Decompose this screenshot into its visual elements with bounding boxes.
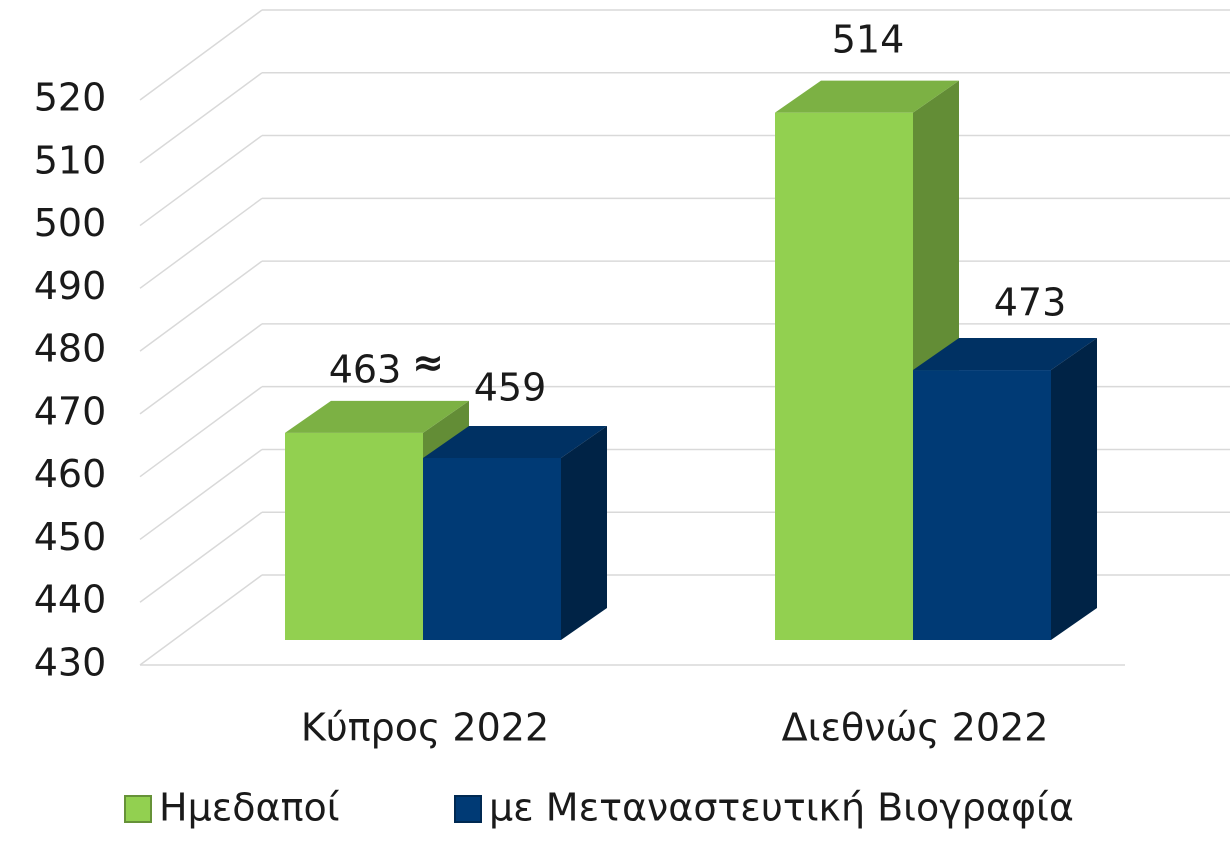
grid-line — [139, 134, 263, 227]
data-label: 459 — [474, 366, 547, 410]
grid-line — [139, 386, 263, 478]
bar — [913, 370, 1051, 640]
bar-top — [423, 425, 607, 458]
grid-line — [139, 260, 263, 352]
grid-line — [139, 72, 263, 164]
y-tick-label: 480 — [34, 327, 107, 371]
bar — [423, 457, 561, 640]
y-tick-label: 500 — [34, 201, 107, 245]
legend-label: Ημεδαποί — [159, 786, 340, 830]
grid-line — [139, 197, 263, 289]
y-tick-label: 440 — [34, 578, 107, 622]
bar-top — [775, 80, 959, 113]
y-tick-label: 430 — [34, 641, 107, 685]
bar-top — [285, 400, 469, 433]
data-label: 473 — [994, 281, 1067, 325]
legend-swatch — [124, 795, 152, 823]
y-tick-label: 460 — [34, 452, 107, 496]
grid-line — [139, 9, 263, 101]
annotation: ≈ — [412, 341, 444, 385]
bar — [775, 112, 913, 640]
bar-top — [913, 338, 1097, 371]
grid-line — [139, 323, 263, 415]
data-label: 514 — [832, 18, 905, 62]
x-tick-label: Κύπρος 2022 — [301, 706, 549, 750]
bar — [285, 432, 423, 640]
grid-line — [139, 448, 263, 541]
y-tick-label: 450 — [34, 515, 107, 559]
grid-line — [139, 574, 263, 666]
y-tick-label: 490 — [34, 264, 107, 308]
data-label: 463 — [329, 348, 402, 392]
y-tick-label: 520 — [34, 76, 107, 120]
y-tick-label: 470 — [34, 389, 107, 433]
y-tick-label: 510 — [34, 138, 107, 182]
x-tick-label: Διεθνώς 2022 — [782, 706, 1049, 750]
legend-swatch — [454, 795, 482, 823]
grid-line — [139, 511, 263, 603]
bar-side — [1051, 338, 1097, 640]
legend-label: με Μεταναστευτική Βιογραφία — [489, 786, 1074, 830]
bar-side — [561, 425, 607, 640]
